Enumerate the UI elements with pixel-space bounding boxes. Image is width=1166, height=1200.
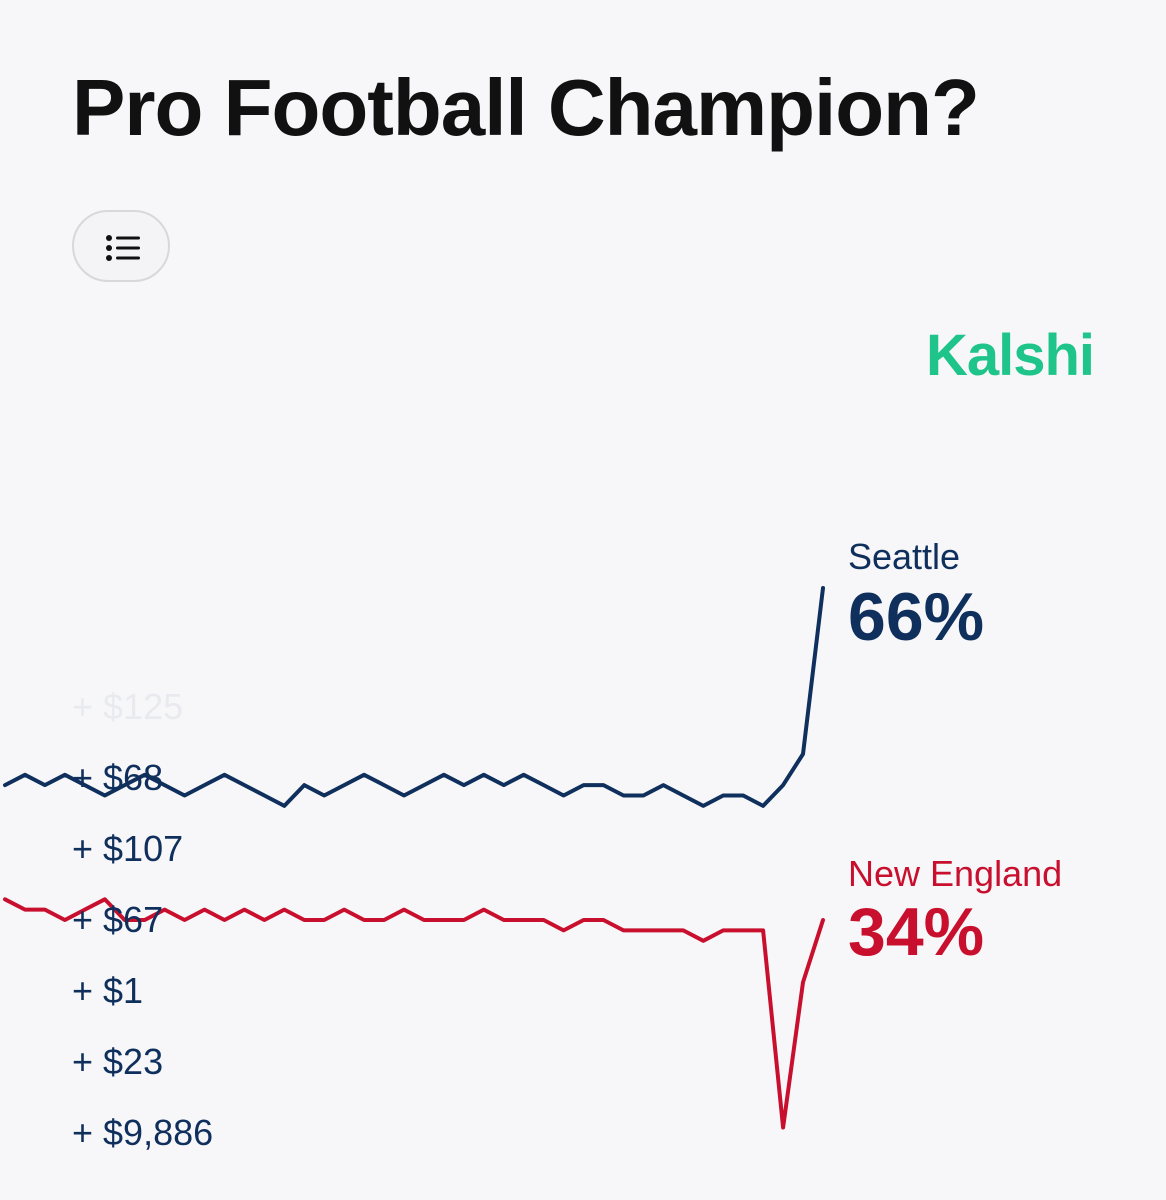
brand-logo: Kalshi xyxy=(925,323,1095,388)
series-line-new-england xyxy=(3,897,825,1130)
legend-label-seattle: Seattle xyxy=(848,536,961,577)
bet-item: + $23 xyxy=(72,1041,164,1082)
bet-item: + $67 xyxy=(72,899,164,940)
bet-item: + $68 xyxy=(72,757,164,798)
bet-item: + $1 xyxy=(72,970,144,1011)
bet-item-faded: + $125 xyxy=(72,686,184,727)
list-view-button[interactable] xyxy=(72,210,170,282)
page-title: Pro Football Champion? xyxy=(72,63,980,152)
bet-item: + $107 xyxy=(72,828,184,869)
bet-item: + $9,886 xyxy=(72,1112,214,1153)
series-line-seattle xyxy=(3,586,825,808)
legend-percent-seattle: 66% xyxy=(848,579,985,655)
legend-label-new-england: New England xyxy=(848,853,1063,894)
list-icon xyxy=(106,235,140,261)
legend-percent-new-england: 34% xyxy=(848,894,985,970)
